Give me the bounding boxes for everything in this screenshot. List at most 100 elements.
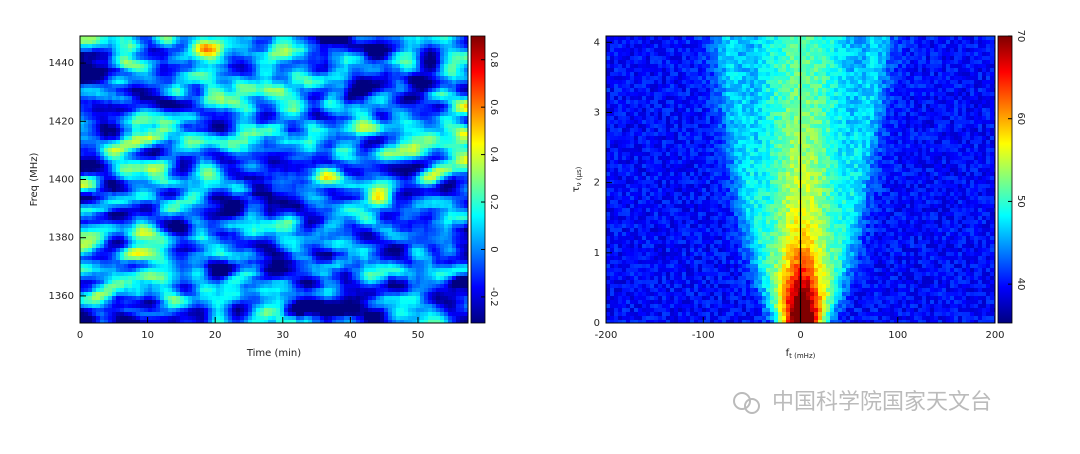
heatmap-cell xyxy=(448,204,452,208)
heatmap-cell xyxy=(348,56,352,60)
heatmap-cell xyxy=(260,56,264,60)
heatmap-cell xyxy=(256,108,260,112)
heatmap-cell xyxy=(196,136,200,140)
heatmap-cell xyxy=(120,180,124,184)
heatmap-cell xyxy=(152,168,156,172)
heatmap-cell xyxy=(220,160,224,164)
heatmap-cell xyxy=(200,180,204,184)
heatmap-cell xyxy=(344,96,348,100)
heatmap-cell xyxy=(344,220,348,224)
heatmap-cell xyxy=(176,128,180,132)
heatmap-cell xyxy=(108,188,112,192)
heatmap-cell xyxy=(168,64,172,68)
heatmap-cell xyxy=(388,168,392,172)
heatmap-cell xyxy=(240,232,244,236)
heatmap-cell xyxy=(140,184,144,188)
heatmap-cell xyxy=(132,144,136,148)
heatmap-cell xyxy=(268,116,272,120)
heatmap-cell xyxy=(240,88,244,92)
heatmap-cell xyxy=(388,68,392,72)
heatmap-cell xyxy=(100,80,104,84)
heatmap-cell xyxy=(436,64,440,68)
heatmap-cell xyxy=(440,144,444,148)
heatmap-cell xyxy=(288,56,292,60)
heatmap-cell xyxy=(232,136,236,140)
heatmap-cell xyxy=(168,180,172,184)
heatmap-cell xyxy=(156,68,160,72)
heatmap-cell xyxy=(224,128,228,132)
heatmap-cell xyxy=(116,60,120,64)
heatmap-cell xyxy=(84,84,88,88)
heatmap-cell xyxy=(388,80,392,84)
heatmap-cell xyxy=(100,208,104,212)
heatmap-cell xyxy=(240,100,244,104)
heatmap-cell xyxy=(388,64,392,68)
heatmap-cell xyxy=(248,80,252,84)
heatmap-cell xyxy=(448,232,452,236)
heatmap-cell xyxy=(452,76,456,80)
heatmap-cell xyxy=(264,168,268,172)
heatmap-cell xyxy=(460,232,464,236)
heatmap-cell xyxy=(452,72,456,76)
heatmap-cell xyxy=(84,220,88,224)
heatmap-cell xyxy=(300,112,304,116)
heatmap-cell xyxy=(428,128,432,132)
heatmap-cell xyxy=(248,96,252,100)
heatmap-cell xyxy=(144,172,148,176)
heatmap-cell xyxy=(404,40,408,44)
heatmap-cell xyxy=(348,84,352,88)
heatmap-cell xyxy=(348,40,352,44)
heatmap-cell xyxy=(80,48,84,52)
heatmap-cell xyxy=(116,136,120,140)
heatmap-cell xyxy=(140,120,144,124)
heatmap-cell xyxy=(176,88,180,92)
heatmap-cell xyxy=(108,100,112,104)
heatmap-cell xyxy=(112,156,116,160)
heatmap-cell xyxy=(444,196,448,200)
heatmap-cell xyxy=(180,152,184,156)
heatmap-cell xyxy=(336,152,340,156)
heatmap-cell xyxy=(384,156,388,160)
heatmap-cell xyxy=(132,76,136,80)
heatmap-cell xyxy=(80,164,84,168)
heatmap-cell xyxy=(356,100,360,104)
heatmap-cell xyxy=(112,144,116,148)
heatmap-cell xyxy=(80,180,84,184)
heatmap-cell xyxy=(420,112,424,116)
heatmap-cell xyxy=(380,52,384,56)
heatmap-cell xyxy=(460,236,464,240)
heatmap-cell xyxy=(244,192,248,196)
heatmap-cell xyxy=(264,144,268,148)
heatmap-cell xyxy=(320,96,324,100)
heatmap-cell xyxy=(132,164,136,168)
heatmap-cell xyxy=(236,92,240,96)
heatmap-cell xyxy=(368,116,372,120)
heatmap-cell xyxy=(204,92,208,96)
heatmap-cell xyxy=(144,160,148,164)
heatmap-cell xyxy=(256,60,260,64)
heatmap-cell xyxy=(88,132,92,136)
heatmap-cell xyxy=(220,224,224,228)
heatmap-cell xyxy=(276,168,280,172)
heatmap-cell xyxy=(308,172,312,176)
heatmap-cell xyxy=(144,100,148,104)
heatmap-cell xyxy=(400,124,404,128)
heatmap-cell xyxy=(280,168,284,172)
heatmap-cell xyxy=(260,52,264,56)
heatmap-cell xyxy=(240,148,244,152)
heatmap-cell xyxy=(192,236,196,240)
heatmap-cell xyxy=(320,172,324,176)
heatmap-cell xyxy=(392,148,396,152)
heatmap-cell xyxy=(220,120,224,124)
heatmap-cell xyxy=(348,76,352,80)
heatmap-cell xyxy=(196,212,200,216)
heatmap-cell xyxy=(172,40,176,44)
heatmap-cell xyxy=(380,224,384,228)
heatmap-cell xyxy=(420,104,424,108)
heatmap-cell xyxy=(132,36,136,40)
heatmap-cell xyxy=(132,232,136,236)
heatmap-cell xyxy=(448,116,452,120)
heatmap-cell xyxy=(128,112,132,116)
heatmap-cell xyxy=(212,180,216,184)
heatmap-cell xyxy=(256,168,260,172)
